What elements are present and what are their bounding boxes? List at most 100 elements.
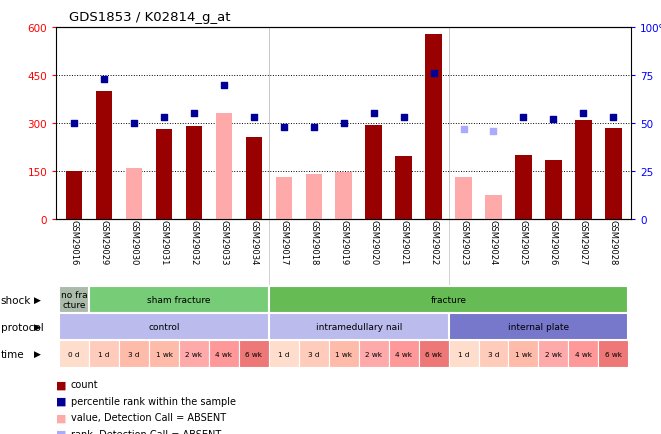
Text: shock: shock	[1, 295, 31, 305]
Point	[338, 120, 349, 127]
Bar	[89, 340, 119, 367]
Text: ■: ■	[56, 413, 67, 422]
Text: GSM29030: GSM29030	[130, 219, 139, 264]
Text: GSM29027: GSM29027	[579, 219, 588, 264]
Bar	[329, 340, 359, 367]
Bar	[539, 340, 568, 367]
Text: rank, Detection Call = ABSENT: rank, Detection Call = ABSENT	[71, 429, 221, 434]
Bar	[336, 173, 352, 219]
Point	[98, 76, 109, 83]
Bar	[149, 340, 179, 367]
Text: no fra
cture: no fra cture	[61, 290, 87, 309]
Point	[129, 120, 139, 127]
Text: 1 wk: 1 wk	[155, 351, 173, 357]
Text: ■: ■	[56, 429, 67, 434]
Text: sham fracture: sham fracture	[147, 296, 211, 304]
Text: GSM29025: GSM29025	[519, 219, 528, 264]
Bar	[156, 130, 173, 219]
Bar	[515, 155, 531, 219]
Point	[249, 115, 259, 122]
Text: 4 wk: 4 wk	[575, 351, 592, 357]
Bar	[366, 125, 382, 219]
Bar	[455, 178, 472, 219]
Bar	[66, 171, 83, 219]
Text: 2 wk: 2 wk	[365, 351, 382, 357]
Bar	[96, 92, 112, 219]
Point	[548, 116, 559, 123]
Text: GSM29034: GSM29034	[249, 219, 258, 264]
Bar	[598, 340, 628, 367]
Bar	[299, 340, 329, 367]
Text: GSM29016: GSM29016	[69, 219, 79, 264]
Bar	[179, 340, 209, 367]
Text: GSM29017: GSM29017	[280, 219, 288, 264]
Point	[458, 126, 469, 133]
Bar	[209, 340, 239, 367]
Text: protocol: protocol	[1, 322, 44, 332]
Bar	[568, 340, 598, 367]
Text: fracture: fracture	[430, 296, 467, 304]
Text: 2 wk: 2 wk	[545, 351, 562, 357]
Text: intramedullary nail: intramedullary nail	[315, 322, 402, 331]
Text: 3 d: 3 d	[128, 351, 140, 357]
Text: GSM29028: GSM29028	[609, 219, 618, 264]
Text: 3 d: 3 d	[308, 351, 319, 357]
Text: 1 wk: 1 wk	[515, 351, 532, 357]
Text: 1 wk: 1 wk	[335, 351, 352, 357]
Bar	[59, 340, 89, 367]
Text: GDS1853 / K02814_g_at: GDS1853 / K02814_g_at	[69, 11, 231, 24]
Text: GSM29033: GSM29033	[219, 219, 229, 265]
Point	[309, 124, 319, 131]
Text: 6 wk: 6 wk	[605, 351, 622, 357]
Bar	[126, 168, 142, 219]
Bar	[545, 160, 562, 219]
Bar	[418, 340, 449, 367]
Bar	[269, 340, 299, 367]
Text: internal plate: internal plate	[508, 322, 569, 331]
Bar	[449, 340, 479, 367]
Bar	[239, 340, 269, 367]
Text: 6 wk: 6 wk	[425, 351, 442, 357]
Text: 1 d: 1 d	[278, 351, 290, 357]
Text: ▶: ▶	[34, 349, 41, 358]
Bar	[59, 286, 89, 313]
Text: 1 d: 1 d	[458, 351, 469, 357]
Point	[278, 124, 289, 131]
Bar	[508, 340, 539, 367]
Bar	[119, 340, 149, 367]
Point	[428, 71, 439, 78]
Point	[219, 82, 229, 89]
Bar	[269, 286, 628, 313]
Text: control: control	[148, 322, 180, 331]
Text: 4 wk: 4 wk	[395, 351, 412, 357]
Text: ■: ■	[56, 380, 67, 389]
Bar	[59, 313, 269, 340]
Bar	[276, 178, 292, 219]
Text: GSM29032: GSM29032	[190, 219, 198, 264]
Point	[69, 120, 79, 127]
Text: ▶: ▶	[34, 322, 41, 331]
Point	[608, 115, 619, 122]
Bar	[186, 127, 202, 219]
Text: GSM29029: GSM29029	[100, 219, 108, 264]
Text: time: time	[1, 349, 24, 358]
Text: 4 wk: 4 wk	[215, 351, 233, 357]
Point	[159, 115, 169, 122]
Bar	[575, 121, 592, 219]
Bar	[425, 35, 442, 219]
Bar	[485, 195, 502, 219]
Bar	[246, 138, 262, 219]
Text: ■: ■	[56, 396, 67, 406]
Bar	[215, 114, 232, 219]
Bar	[89, 286, 269, 313]
Text: GSM29018: GSM29018	[309, 219, 318, 264]
Point	[518, 115, 529, 122]
Point	[368, 111, 379, 118]
Text: 1 d: 1 d	[98, 351, 110, 357]
Text: GSM29022: GSM29022	[429, 219, 438, 264]
Text: GSM29020: GSM29020	[369, 219, 378, 264]
Text: 3 d: 3 d	[488, 351, 499, 357]
Bar	[395, 157, 412, 219]
Text: ▶: ▶	[34, 296, 41, 304]
Bar	[215, 125, 232, 219]
